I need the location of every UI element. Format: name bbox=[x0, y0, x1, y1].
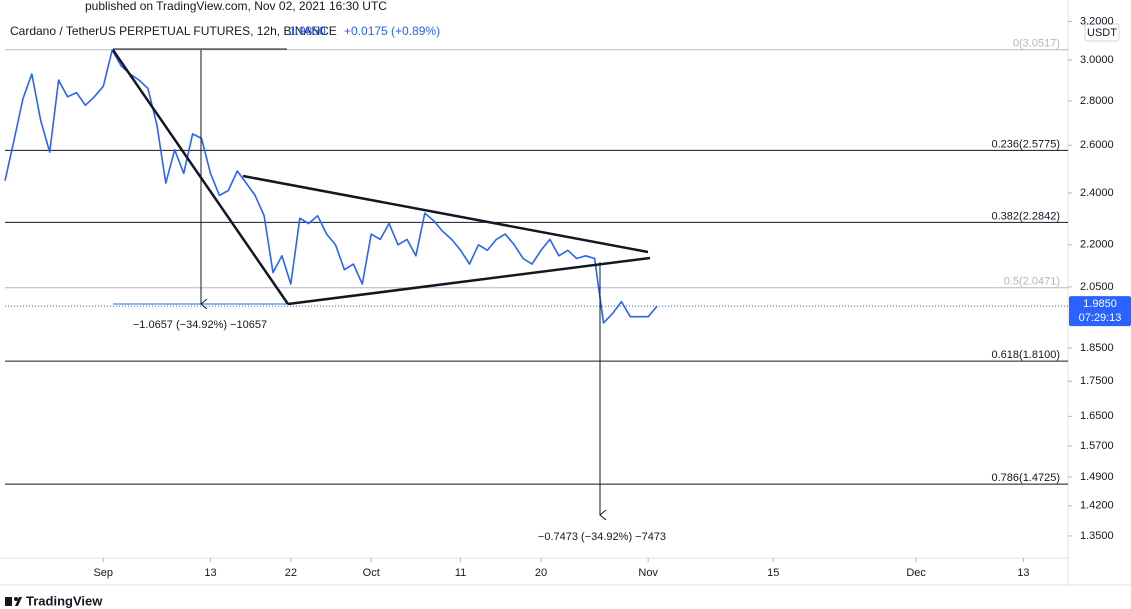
logo bbox=[5, 597, 22, 606]
triangle-upper bbox=[242, 174, 649, 254]
price-tag-countdown: 07:29:13 bbox=[1079, 312, 1122, 324]
triangle-lower bbox=[287, 256, 651, 306]
x-tick-label: 13 bbox=[204, 567, 216, 579]
y-tick-label: 1.8500 bbox=[1080, 342, 1114, 354]
fib-label: 0.786(1.4725) bbox=[992, 472, 1061, 484]
y-tick-label: 2.2000 bbox=[1080, 239, 1114, 251]
price-tag-value: 1.9850 bbox=[1083, 298, 1117, 310]
fib-label: 0(3.0517) bbox=[1013, 38, 1060, 50]
x-tick-label: Sep bbox=[93, 567, 113, 579]
price-tag bbox=[1069, 296, 1131, 327]
trend-line bbox=[111, 49, 290, 305]
annotation: −1.0657 (−34.92%) −10657 bbox=[133, 319, 267, 331]
y-tick-label: 1.5700 bbox=[1080, 440, 1114, 452]
y-tick-label: 1.3500 bbox=[1080, 530, 1114, 542]
fib-label: 0.236(2.5775) bbox=[992, 138, 1061, 150]
y-tick-label: 1.6500 bbox=[1080, 410, 1114, 422]
x-tick-label: 22 bbox=[285, 567, 297, 579]
x-tick-label: Oct bbox=[363, 567, 380, 579]
x-tick-label: 13 bbox=[1017, 567, 1029, 579]
drawings bbox=[111, 48, 651, 515]
y-tick-label: 1.4900 bbox=[1080, 471, 1114, 483]
fib-label: 0.5(2.0471) bbox=[1004, 276, 1060, 288]
currency-box[interactable] bbox=[1084, 23, 1120, 42]
y-tick-label: 3.2000 bbox=[1080, 15, 1114, 27]
x-tick-label: Nov bbox=[638, 567, 658, 579]
y-tick-label: 2.0500 bbox=[1080, 281, 1114, 293]
y-tick-label: 2.6000 bbox=[1080, 139, 1114, 151]
x-tick-label: Dec bbox=[906, 567, 926, 579]
x-tick-label: 20 bbox=[535, 567, 547, 579]
y-tick-label: 1.4200 bbox=[1080, 500, 1114, 512]
y-tick-label: 3.0000 bbox=[1080, 54, 1114, 66]
y-tick-label: 2.4000 bbox=[1080, 187, 1114, 199]
chart-title: Cardano / TetherUS PERPETUAL FUTURES, 12… bbox=[10, 24, 337, 38]
x-tick-label: 15 bbox=[767, 567, 779, 579]
y-tick-label: 1.7500 bbox=[1080, 375, 1114, 387]
currency[interactable]: USDT bbox=[1087, 27, 1117, 39]
y-tick-label: 2.8000 bbox=[1080, 95, 1114, 107]
x-tick-label: 11 bbox=[455, 567, 466, 579]
fib-label: 0.618(1.8100) bbox=[992, 349, 1061, 361]
price-line bbox=[4, 49, 658, 324]
annotation: −0.7473 (−34.92%) −7473 bbox=[538, 531, 666, 543]
brand: TradingView bbox=[26, 593, 103, 608]
published: published on TradingView.com, Nov 02, 20… bbox=[85, 0, 387, 13]
fib-label: 0.382(2.2842) bbox=[992, 210, 1061, 222]
header-change: +0.0175 (+0.89%) bbox=[344, 24, 440, 38]
header-price: 1.9850 bbox=[289, 24, 326, 38]
